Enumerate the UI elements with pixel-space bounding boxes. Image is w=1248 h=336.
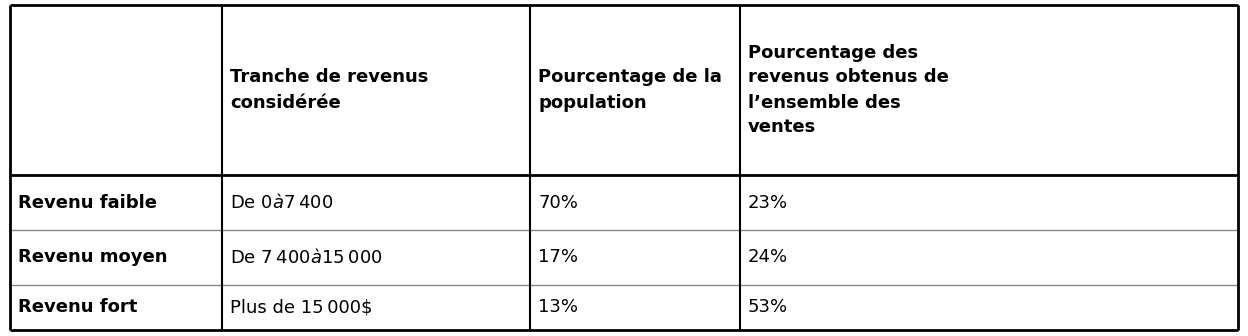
Text: 53%: 53% (748, 298, 789, 317)
Text: Pourcentage des
revenus obtenus de
l’ensemble des
ventes: Pourcentage des revenus obtenus de l’ens… (748, 43, 948, 136)
Text: 24%: 24% (748, 249, 789, 266)
Text: 13%: 13% (538, 298, 578, 317)
Text: De 7 400$ à 15 000$: De 7 400$ à 15 000$ (230, 248, 383, 267)
Text: Revenu fort: Revenu fort (17, 298, 137, 317)
Text: Tranche de revenus
considérée: Tranche de revenus considérée (230, 69, 428, 112)
Text: Plus de 15 000$: Plus de 15 000$ (230, 298, 372, 317)
Text: 70%: 70% (538, 194, 578, 211)
Text: De 0$ à 7 400$: De 0$ à 7 400$ (230, 193, 333, 212)
Text: Revenu faible: Revenu faible (17, 194, 157, 211)
Text: Pourcentage de la
population: Pourcentage de la population (538, 69, 721, 112)
Text: 23%: 23% (748, 194, 789, 211)
Text: 17%: 17% (538, 249, 578, 266)
Text: Revenu moyen: Revenu moyen (17, 249, 167, 266)
